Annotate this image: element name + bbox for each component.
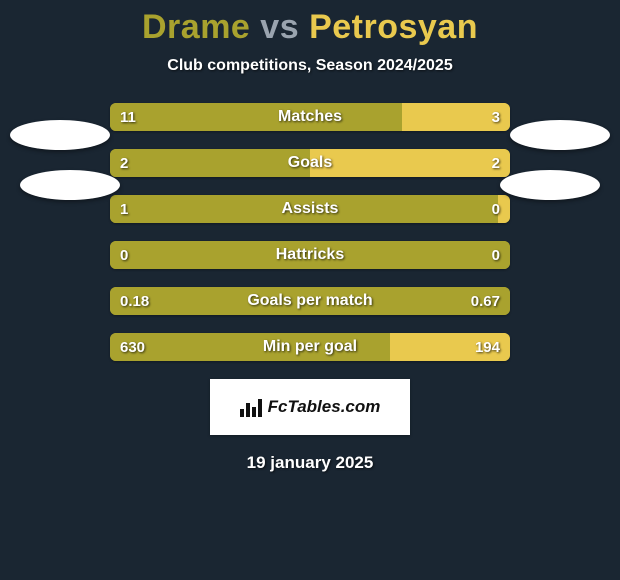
bar-chart-icon bbox=[240, 397, 262, 417]
player-badge-placeholder bbox=[10, 120, 110, 150]
subtitle: Club competitions, Season 2024/2025 bbox=[0, 57, 620, 75]
stat-row: 630194Min per goal bbox=[110, 333, 510, 361]
stat-fill-right bbox=[402, 103, 510, 131]
badge-text: FcTables.com bbox=[268, 397, 381, 417]
stat-fill-left bbox=[110, 149, 310, 177]
title-player1: Drame bbox=[142, 8, 250, 46]
comparison-title: Drame vs Petrosyan bbox=[0, 8, 620, 47]
stat-row: 22Goals bbox=[110, 149, 510, 177]
stat-fill-right bbox=[310, 149, 510, 177]
stat-fill-left bbox=[110, 333, 390, 361]
stat-row: 10Assists bbox=[110, 195, 510, 223]
source-badge: FcTables.com bbox=[210, 379, 410, 435]
stat-fill-left bbox=[110, 241, 310, 269]
stat-fill-right bbox=[310, 241, 510, 269]
stat-fill-right bbox=[390, 333, 510, 361]
player-badge-placeholder bbox=[20, 170, 120, 200]
infographic-container: Drame vs Petrosyan Club competitions, Se… bbox=[0, 0, 620, 580]
stats-rows: 113Matches 22Goals 10Assists 00Hattricks 0.1… bbox=[110, 103, 510, 361]
date: 19 january 2025 bbox=[0, 453, 620, 473]
player-badge-placeholder bbox=[510, 120, 610, 150]
stat-fill-left bbox=[110, 287, 510, 315]
stat-row: 113Matches bbox=[110, 103, 510, 131]
title-vs: vs bbox=[260, 8, 299, 46]
player-badge-placeholder bbox=[500, 170, 600, 200]
stat-fill-left bbox=[110, 195, 498, 223]
stat-row: 00Hattricks bbox=[110, 241, 510, 269]
title-player2: Petrosyan bbox=[309, 8, 478, 46]
stat-fill-left bbox=[110, 103, 402, 131]
stat-fill-right bbox=[498, 195, 510, 223]
stat-row: 0.180.67Goals per match bbox=[110, 287, 510, 315]
